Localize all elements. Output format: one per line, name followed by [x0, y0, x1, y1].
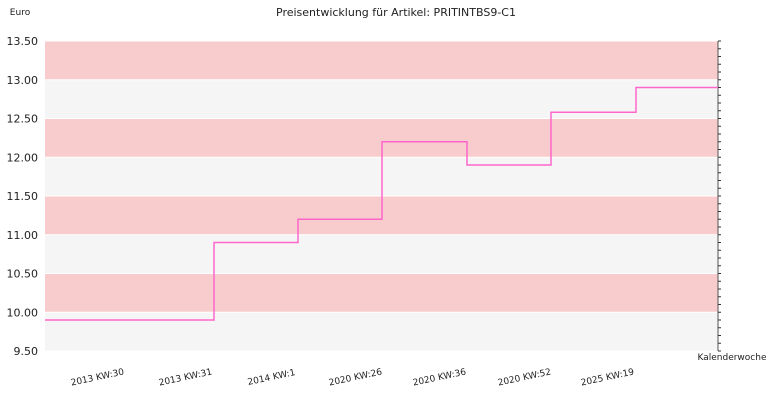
- y-tick-label: 11.50: [7, 190, 39, 203]
- y-tick-label: 10.00: [7, 306, 39, 319]
- y-tick-label: 12.00: [7, 151, 39, 164]
- x-tick-label: 2020 KW:26: [328, 367, 383, 388]
- x-tick-label: 2025 KW:19: [580, 367, 635, 388]
- y-tick-label: 13.50: [7, 35, 39, 48]
- x-tick-label: 2020 KW:36: [412, 367, 467, 388]
- series-layer: [45, 86, 718, 321]
- y-tick-label: 9.50: [14, 345, 39, 358]
- y-tick-label: 11.00: [7, 229, 39, 242]
- price-step-line: [45, 86, 718, 321]
- x-tick-label: 2014 KW:1: [247, 368, 297, 388]
- x-axis-label: Kalenderwoche: [697, 353, 766, 363]
- x-tick-label: 2013 KW:31: [158, 368, 213, 389]
- x-tick-label: 2013 KW:30: [70, 367, 125, 388]
- band-2: [45, 234, 718, 274]
- y-axis-label: Euro: [10, 8, 31, 18]
- chart-title: Preisentwicklung für Artikel: PRITINTBS9…: [276, 6, 516, 19]
- y-tick-label: 12.50: [7, 113, 39, 126]
- x-tick-label: 2020 KW:52: [497, 368, 552, 389]
- y-tick-label: 13.00: [7, 74, 39, 87]
- band-0: [45, 312, 718, 351]
- y-tick-label: 10.50: [7, 268, 39, 281]
- band-1: [45, 273, 718, 313]
- band-7: [45, 41, 718, 80]
- labels-layer: Preisentwicklung für Artikel: PRITINTBS9…: [10, 6, 767, 363]
